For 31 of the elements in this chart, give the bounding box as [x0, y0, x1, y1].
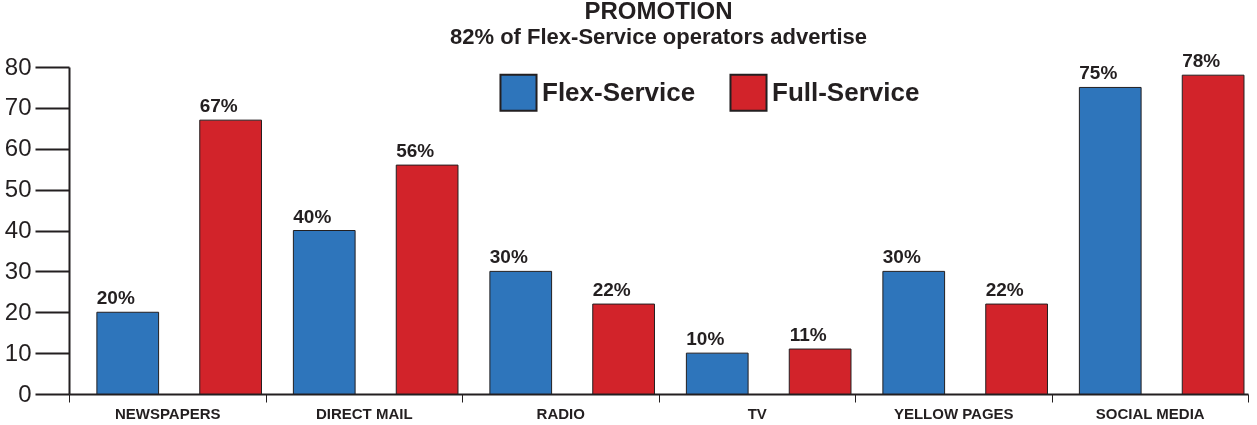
y-tick-label: 70	[4, 93, 32, 121]
data-label: 11%	[789, 324, 827, 346]
x-tick-label: DIRECT MAIL	[315, 404, 413, 422]
chart-title: PROMOTION	[584, 0, 733, 25]
data-label: 22%	[985, 279, 1024, 301]
data-label: 78%	[1182, 50, 1221, 72]
y-tick-label: 40	[4, 216, 32, 243]
data-label: 30%	[489, 246, 528, 268]
y-tick-label: 30	[4, 256, 32, 284]
y-tick-label: 10	[4, 338, 32, 366]
chart-subtitle: 82% of Flex-Service operators advertise	[450, 24, 867, 50]
y-tick-label: 20	[4, 297, 32, 325]
x-tick-label: NEWSPAPERS	[114, 404, 221, 422]
x-tick-label: SOCIAL MEDIA	[1095, 404, 1205, 422]
data-label: 10%	[686, 328, 725, 350]
legend-label: Flex-Service	[542, 76, 696, 107]
data-label: 22%	[592, 279, 631, 301]
x-tick-label: YELLOW PAGES	[893, 404, 1014, 422]
x-tick-label: RADIO	[536, 404, 586, 422]
data-label: 56%	[396, 140, 435, 162]
data-label: 20%	[96, 287, 135, 309]
y-tick-label: 50	[4, 175, 32, 203]
legend-label: Full-Service	[772, 76, 920, 107]
x-tick-label: TV	[747, 404, 767, 422]
data-label: 40%	[293, 205, 332, 227]
y-tick-label: 80	[4, 52, 32, 80]
data-label: 75%	[1079, 62, 1118, 84]
data-label: 30%	[882, 246, 921, 268]
y-tick-label: 0	[18, 379, 32, 407]
data-label: 67%	[199, 95, 238, 117]
y-tick-label: 60	[4, 134, 32, 162]
